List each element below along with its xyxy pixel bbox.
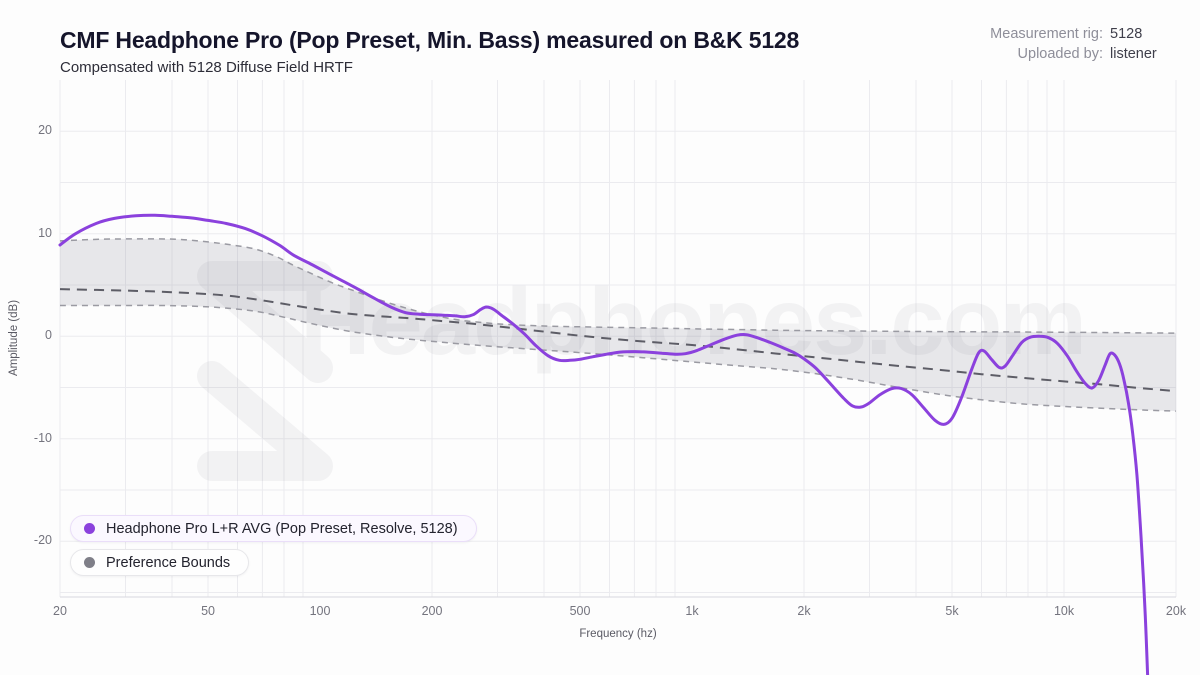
preference-bounds-band — [60, 238, 1176, 412]
y-tick-label: -10 — [33, 430, 52, 445]
x-tick-label: 20 — [53, 604, 67, 618]
preference-bound-lower-line — [60, 304, 1177, 412]
preference-target-line — [59, 288, 1177, 393]
y-tick-label: -20 — [33, 533, 52, 548]
x-tick-label: 5k — [945, 604, 959, 618]
watermark: Headphones.com — [197, 261, 1087, 481]
headphone-response-curve[interactable] — [58, 213, 1150, 675]
legend-item-headphone-curve[interactable]: Headphone Pro L+R AVG (Pop Preset, Resol… — [70, 515, 477, 542]
x-axis-title: Frequency (hz) — [579, 628, 657, 640]
page-subtitle: Compensated with 5128 Diffuse Field HRTF — [60, 59, 353, 76]
x-tick-label: 50 — [201, 604, 215, 618]
x-tick-label: 1k — [685, 604, 699, 618]
chart-legend: Headphone Pro L+R AVG (Pop Preset, Resol… — [70, 515, 477, 576]
preference-bound-upper-line — [59, 238, 1177, 334]
y-tick-label: 20 — [38, 123, 52, 138]
grid-lines — [59, 80, 1177, 597]
x-tick-label: 10k — [1053, 604, 1075, 618]
legend-dot-gray-icon — [84, 557, 95, 568]
meta-uploader-label: Uploaded by: — [1017, 46, 1103, 62]
headphones-com-logo-icon — [197, 261, 333, 481]
x-tick-label: 20k — [1165, 604, 1187, 618]
legend-dot-purple-icon — [84, 523, 95, 534]
meta-uploader-value: listener — [1110, 46, 1157, 62]
meta-rig-value: 5128 — [1110, 26, 1143, 42]
x-tick-label: 200 — [421, 604, 443, 618]
watermark-text: Headphones.com — [300, 269, 1085, 375]
y-tick-label: 0 — [45, 328, 52, 343]
x-tick-label: 500 — [569, 604, 591, 618]
x-tick-label: 100 — [309, 604, 331, 618]
x-tick-label: 2k — [797, 604, 811, 618]
y-axis-title: Amplitude (dB) — [8, 299, 20, 377]
legend-item-preference-bounds[interactable]: Preference Bounds — [70, 549, 250, 576]
measurement-meta: Measurement rig: 5128 Uploaded by: liste… — [990, 25, 1168, 63]
meta-rig-label: Measurement rig: — [990, 26, 1103, 42]
legend-label-headphone-curve: Headphone Pro L+R AVG (Pop Preset, Resol… — [106, 520, 458, 537]
y-tick-label: 10 — [38, 225, 52, 240]
legend-label-preference-bounds: Preference Bounds — [106, 554, 231, 571]
page-title: CMF Headphone Pro (Pop Preset, Min. Bass… — [60, 27, 800, 53]
